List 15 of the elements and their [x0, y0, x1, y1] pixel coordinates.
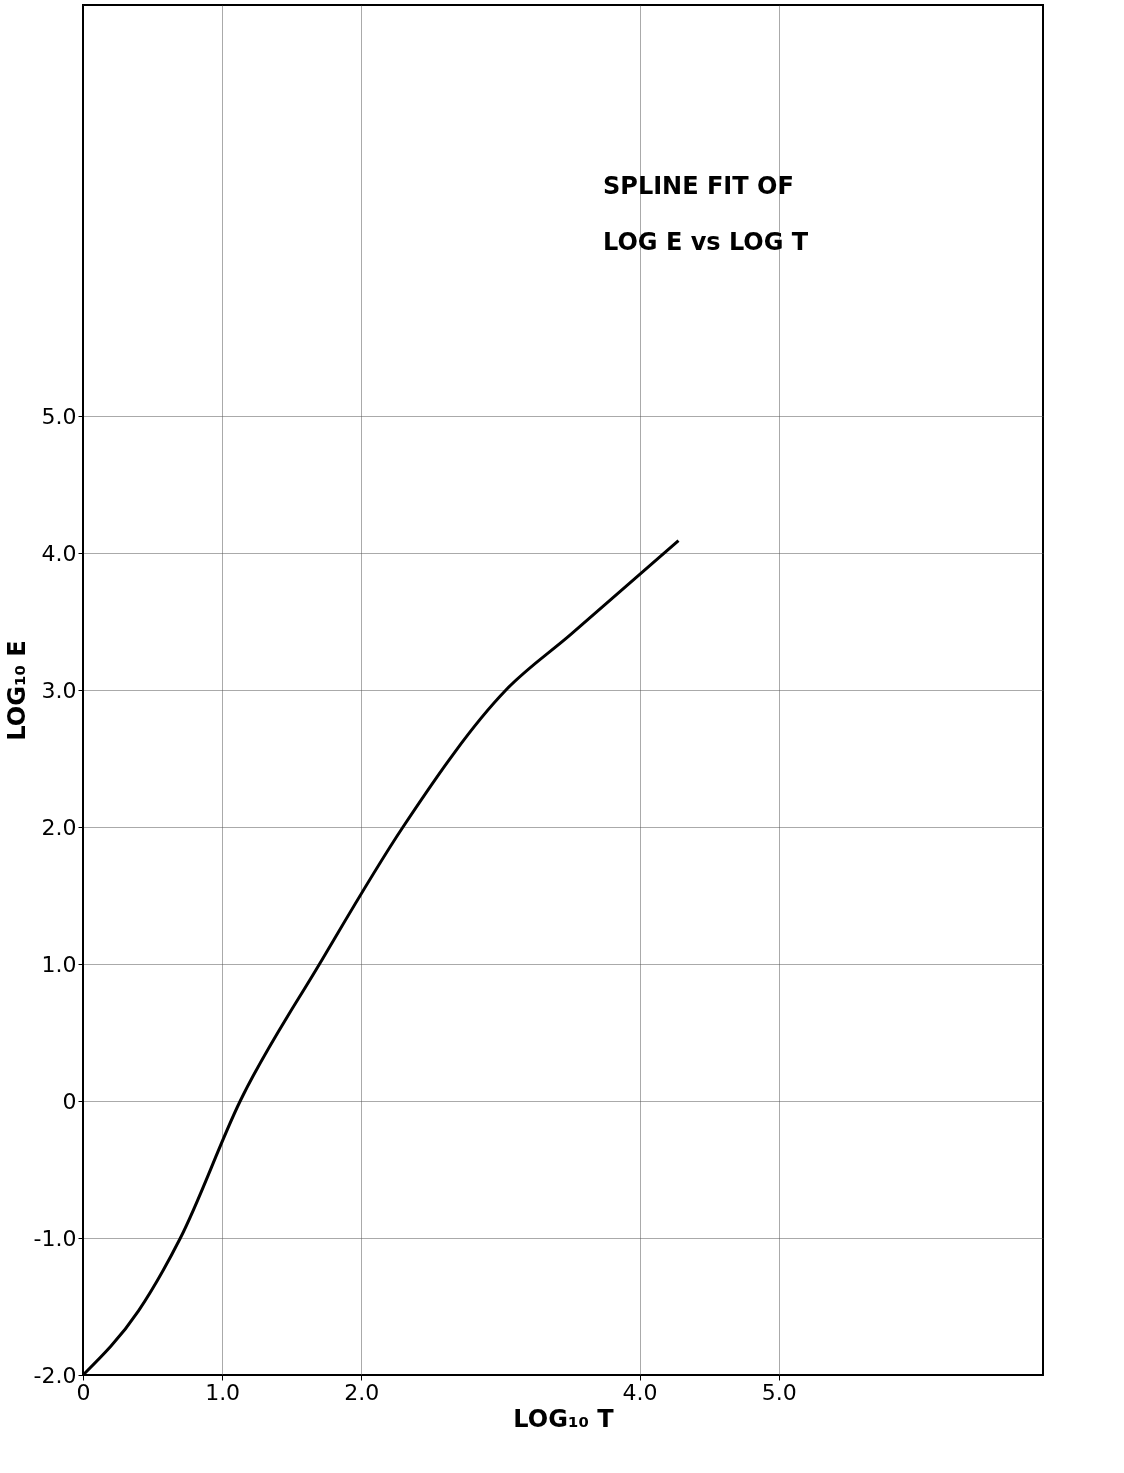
x-tick-label: 5.0: [761, 1379, 797, 1405]
y-tick-label: -2.0: [33, 1362, 77, 1388]
annotation: SPLINE FIT OF LOG E vs LOG T: [603, 172, 809, 256]
y-tick-label: 0: [62, 1088, 77, 1114]
y-tick-label: 1.0: [41, 951, 77, 977]
y-tick-label: 5.0: [41, 403, 77, 429]
x-tick-label: 1.0: [205, 1379, 241, 1405]
y-tick-label: 3.0: [41, 677, 77, 703]
x-tick-label: 4.0: [622, 1379, 658, 1405]
y-tick-label: 4.0: [41, 540, 77, 566]
x-tick-label: 2.0: [344, 1379, 380, 1405]
y-tick-label: 2.0: [41, 814, 77, 840]
x-axis-title: LOG₁₀ T: [513, 1404, 615, 1433]
y-axis-title: LOG₁₀ E: [2, 640, 31, 741]
y-tick-label: -1.0: [33, 1225, 77, 1251]
